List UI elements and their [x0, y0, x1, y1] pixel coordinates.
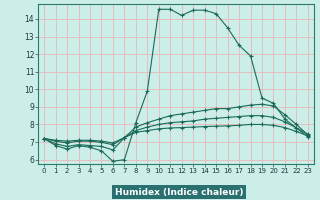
Text: Humidex (Indice chaleur): Humidex (Indice chaleur) [115, 188, 244, 196]
